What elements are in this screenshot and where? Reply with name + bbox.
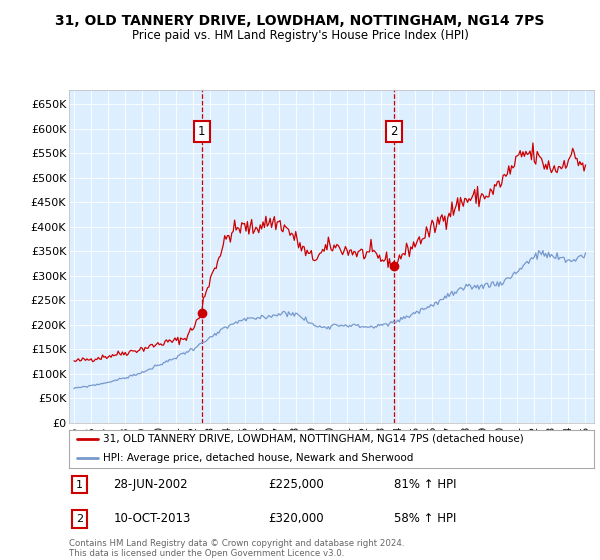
Text: £320,000: £320,000 <box>269 512 324 525</box>
Text: 1: 1 <box>76 479 83 489</box>
Text: 10-OCT-2013: 10-OCT-2013 <box>113 512 191 525</box>
Text: Price paid vs. HM Land Registry's House Price Index (HPI): Price paid vs. HM Land Registry's House … <box>131 29 469 42</box>
Text: 31, OLD TANNERY DRIVE, LOWDHAM, NOTTINGHAM, NG14 7PS: 31, OLD TANNERY DRIVE, LOWDHAM, NOTTINGH… <box>55 14 545 28</box>
Text: 1: 1 <box>198 125 206 138</box>
Text: HPI: Average price, detached house, Newark and Sherwood: HPI: Average price, detached house, Newa… <box>103 452 413 463</box>
Text: Contains HM Land Registry data © Crown copyright and database right 2024.
This d: Contains HM Land Registry data © Crown c… <box>69 539 404 558</box>
Text: 28-JUN-2002: 28-JUN-2002 <box>113 478 188 491</box>
Text: 81% ↑ HPI: 81% ↑ HPI <box>395 478 457 491</box>
Text: £225,000: £225,000 <box>269 478 324 491</box>
Text: 31, OLD TANNERY DRIVE, LOWDHAM, NOTTINGHAM, NG14 7PS (detached house): 31, OLD TANNERY DRIVE, LOWDHAM, NOTTINGH… <box>103 433 524 444</box>
Text: 2: 2 <box>391 125 398 138</box>
Text: 58% ↑ HPI: 58% ↑ HPI <box>395 512 457 525</box>
Text: 2: 2 <box>76 514 83 524</box>
